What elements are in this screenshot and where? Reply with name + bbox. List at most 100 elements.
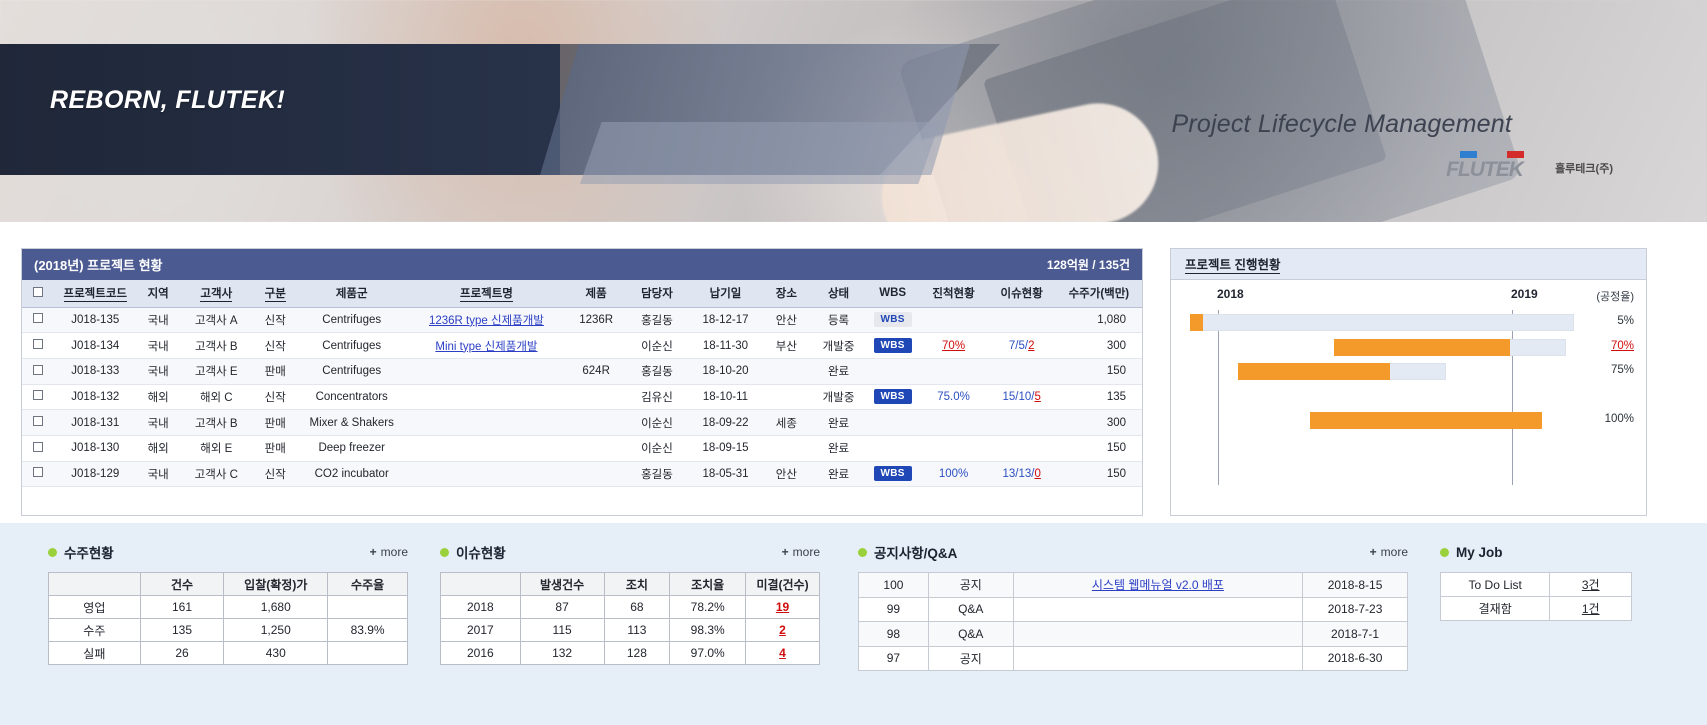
gantt-row[interactable] — [1171, 384, 1646, 409]
col-region[interactable]: 지역 — [135, 280, 181, 308]
issue-row-year: 2017 — [440, 618, 521, 642]
order-cell-count: 26 — [139, 641, 225, 665]
job-value[interactable]: 3건 — [1549, 572, 1632, 597]
table-row[interactable]: J018-133 국내 고객사 E 판매 Centrifuges 624R 홍길동 18-10… — [22, 358, 1142, 385]
row-checkbox-cell[interactable] — [22, 435, 55, 462]
notice-subject-link[interactable]: 시스템 웹메뉴얼 v2.0 배포 — [1091, 578, 1224, 593]
notice-card-more-button[interactable]: + more — [1370, 545, 1408, 559]
order-cell-bid: 1,680 — [223, 595, 329, 619]
list-item[interactable]: 97 공지 2018-6-30 — [858, 645, 1408, 671]
row-checkbox[interactable] — [33, 313, 44, 324]
row-checkbox[interactable] — [33, 339, 44, 350]
issue-value[interactable]: 13/13/0 — [1002, 467, 1041, 480]
notice-card-more-label: more — [1380, 545, 1408, 559]
issue-open-link[interactable]: 4 — [779, 646, 786, 660]
issue-open-link[interactable]: 19 — [775, 600, 790, 614]
job-value[interactable]: 1건 — [1549, 596, 1632, 621]
list-item[interactable]: To Do List 3건 — [1439, 572, 1632, 597]
select-all-checkbox[interactable] — [33, 286, 44, 297]
project-name-link[interactable]: Mini type 신제품개발 — [435, 340, 538, 353]
col-select-all[interactable] — [22, 280, 55, 308]
cell-progress — [919, 435, 988, 462]
wbs-button[interactable]: WBS — [873, 338, 912, 354]
plus-icon: + — [369, 545, 377, 559]
table-row[interactable]: J018-130 해외 해외 E 판매 Deep freezer 이순신 18-09-15 완… — [22, 435, 1142, 462]
col-due[interactable]: 납기일 — [689, 280, 762, 308]
gantt-row[interactable]: 75% — [1171, 359, 1646, 384]
issue-cell-open: 4 — [745, 641, 820, 665]
col-wbs[interactable]: WBS — [865, 280, 920, 308]
notice-card-title: 공지사항/Q&A — [874, 546, 958, 561]
col-status[interactable]: 상태 — [811, 280, 866, 308]
cell-due: 18-11-30 — [689, 332, 762, 359]
row-checkbox[interactable] — [33, 390, 44, 401]
wbs-button-disabled[interactable]: WBS — [873, 312, 912, 328]
wbs-button[interactable]: WBS — [873, 389, 912, 405]
table-row[interactable]: J018-131 국내 고객사 B 판매 Mixer & Shakers 이순신 18-09… — [22, 409, 1142, 436]
gantt-row[interactable]: 5% — [1171, 310, 1646, 335]
issue-value[interactable]: 7/5/2 — [1008, 339, 1035, 352]
issue-open-link[interactable]: 2 — [779, 623, 786, 637]
cell-region: 국내 — [135, 332, 181, 359]
job-count-link[interactable]: 3건 — [1581, 578, 1600, 592]
gantt-panel-header: 프로젝트 진행현황 — [1171, 249, 1646, 280]
issue-open-count[interactable]: 2 — [1028, 339, 1035, 352]
progress-value[interactable]: 70% — [942, 339, 966, 352]
col-code[interactable]: 프로젝트코드 — [54, 280, 136, 308]
cell-customer: 고객사 B — [180, 409, 253, 436]
table-row[interactable]: J018-134 국내 고객사 B 신작 Centrifuges Mini type 신제… — [22, 332, 1142, 359]
issue-open-count[interactable]: 0 — [1034, 467, 1041, 480]
issue-cell-occurred: 115 — [519, 618, 605, 642]
project-name-link[interactable]: 1236R type 신제품개발 — [428, 314, 544, 327]
table-row[interactable]: J018-129 국내 고객사 C 신작 CO2 incubator 홍길동 18-05-3… — [22, 461, 1142, 488]
wbs-button[interactable]: WBS — [873, 466, 912, 482]
cell-code: J018-130 — [54, 435, 136, 462]
row-checkbox-cell[interactable] — [22, 409, 55, 436]
gantt-progress-bar — [1310, 412, 1542, 430]
issue-card-more-button[interactable]: + more — [782, 545, 820, 559]
progress-value[interactable]: 100% — [938, 467, 969, 480]
project-table-head: 프로젝트코드 지역 고객사 구분 제품군 프로젝트명 제품 담당자 납기일 장소… — [22, 280, 1142, 308]
row-checkbox-cell[interactable] — [22, 461, 55, 488]
col-progress[interactable]: 진척현황 — [919, 280, 988, 308]
cell-group: Mixer & Shakers — [298, 409, 406, 436]
project-progress-panel: 프로젝트 진행현황 2018 2019 (공정율) 5% 70% 75% 100% — [1170, 248, 1647, 516]
bullet-dot-icon — [1440, 547, 1449, 557]
gantt-row[interactable]: 70% — [1171, 335, 1646, 360]
col-group[interactable]: 제품군 — [298, 280, 406, 308]
row-checkbox-cell[interactable] — [22, 307, 55, 334]
table-row[interactable]: J018-132 해외 해외 C 신작 Concentrators 김유신 18-10-11… — [22, 384, 1142, 411]
col-name[interactable]: 프로젝트명 — [405, 280, 568, 308]
row-checkbox[interactable] — [33, 416, 44, 427]
job-count-link[interactable]: 1건 — [1581, 602, 1600, 616]
col-price[interactable]: 수주가(백만) — [1055, 280, 1142, 308]
list-item[interactable]: 100 공지 시스템 웹메뉴얼 v2.0 배포 2018-8-15 — [858, 572, 1408, 598]
cell-product: 1236R — [567, 307, 625, 334]
cell-status: 완료 — [811, 358, 866, 385]
list-item[interactable]: 결재함 1건 — [1439, 596, 1632, 621]
row-checkbox[interactable] — [33, 441, 44, 452]
table-row[interactable]: J018-135 국내 고객사 A 신작 Centrifuges 1236R type 신… — [22, 307, 1142, 334]
col-customer[interactable]: 고객사 — [180, 280, 253, 308]
row-checkbox-cell[interactable] — [22, 332, 55, 359]
row-checkbox-cell[interactable] — [22, 358, 55, 385]
cell-kind: 판매 — [252, 358, 299, 385]
col-place[interactable]: 장소 — [761, 280, 812, 308]
col-kind[interactable]: 구분 — [252, 280, 299, 308]
row-checkbox[interactable] — [33, 467, 44, 478]
issue-open-count[interactable]: 5 — [1034, 390, 1041, 403]
col-product[interactable]: 제품 — [567, 280, 625, 308]
cell-place — [761, 435, 812, 462]
row-checkbox-cell[interactable] — [22, 384, 55, 411]
issue-col-rate: 조치율 — [669, 572, 747, 596]
list-item[interactable]: 98 Q&A 2018-7-1 — [858, 621, 1408, 647]
col-owner[interactable]: 담당자 — [624, 280, 690, 308]
gantt-row[interactable]: 100% — [1171, 408, 1646, 433]
row-checkbox[interactable] — [33, 364, 44, 375]
col-issue[interactable]: 이슈현황 — [987, 280, 1056, 308]
order-card-more-button[interactable]: + more — [370, 545, 408, 559]
bullet-dot-icon — [440, 547, 449, 557]
list-item[interactable]: 99 Q&A 2018-7-23 — [858, 596, 1408, 622]
issue-value[interactable]: 15/10/5 — [1002, 390, 1041, 403]
progress-value[interactable]: 75.0% — [937, 390, 970, 403]
